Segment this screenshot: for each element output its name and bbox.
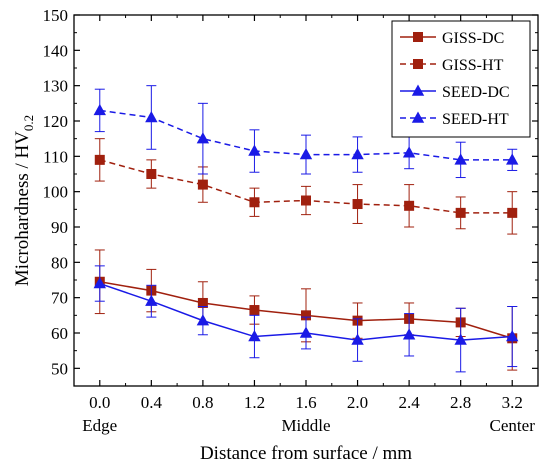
data-point-giss-ht (197, 179, 208, 190)
data-point-seed-ht (402, 146, 416, 158)
legend-label-seed-ht: SEED-HT (442, 111, 509, 128)
ticks: 50 60 70 80 90 100 110 120 130 140 150 0.0 0.4 0.8 1.2… (43, 6, 539, 435)
legend-marker-giss-dc (413, 32, 423, 42)
data-point-seed-ht (506, 153, 519, 165)
legend-item-seed-dc: SEED-DC (400, 84, 510, 101)
data-point-seed-dc (454, 333, 467, 345)
y-axis-title: Microhardness / HV0.2 (12, 115, 36, 286)
y-tick-label: 70 (51, 289, 68, 308)
series-giss-ht (94, 138, 518, 235)
x-tick-label: 0.4 (141, 393, 163, 412)
data-point-seed-dc (145, 294, 158, 306)
data-point-seed-dc (299, 326, 313, 338)
data-point-giss-dc (249, 305, 260, 316)
data-point-giss-ht (94, 154, 105, 165)
x-tick-label: 2.8 (450, 393, 471, 412)
series-giss-dc (94, 249, 518, 371)
region-label-middle: Middle (281, 416, 330, 435)
x-axis-title: Distance from surface / mm (200, 443, 412, 464)
x-tick-label: 3.2 (502, 393, 523, 412)
data-point-seed-dc (506, 330, 519, 342)
x-tick-label: 1.6 (295, 393, 316, 412)
region-label-center: Center (490, 416, 536, 435)
y-tick-label: 90 (51, 218, 68, 237)
data-point-giss-ht (301, 195, 311, 206)
data-point-giss-ht (352, 199, 363, 210)
legend-item-giss-dc: GISS-DC (400, 30, 504, 47)
y-tick-label: 150 (43, 6, 69, 25)
data-point-seed-dc (93, 277, 106, 289)
region-label-edge: Edge (82, 416, 117, 435)
data-point-giss-dc (301, 310, 311, 321)
legend-label-seed-dc: SEED-DC (442, 84, 510, 101)
legend-item-seed-ht: SEED-HT (400, 111, 509, 128)
y-axis-title-subscript: 0.2 (21, 115, 36, 131)
y-tick-label: 60 (51, 324, 68, 343)
data-point-giss-ht (146, 169, 157, 179)
legend-label-giss-dc: GISS-DC (442, 30, 504, 47)
legend-marker-giss-ht (413, 59, 423, 69)
legend-item-giss-ht: GISS-HT (400, 57, 504, 74)
y-tick-label: 50 (51, 359, 68, 378)
data-point-giss-ht (249, 197, 260, 208)
data-point-seed-dc (196, 314, 210, 326)
y-axis-title-main: Microhardness / HV (12, 131, 33, 286)
x-tick-label: 1.2 (244, 393, 265, 412)
x-tick-label: 2.4 (398, 393, 420, 412)
data-point-seed-dc (248, 330, 261, 342)
data-point-seed-ht (93, 103, 106, 116)
data-point-giss-ht (455, 207, 466, 218)
data-point-seed-dc (351, 333, 364, 345)
x-tick-label: 0.0 (89, 393, 110, 412)
series-seed-dc (93, 265, 519, 373)
x-tick-label: 2.0 (347, 393, 368, 412)
data-point-seed-ht (351, 148, 364, 160)
series-seed-ht (93, 85, 519, 179)
data-point-seed-ht (248, 144, 261, 156)
data-point-seed-ht (299, 148, 313, 160)
data-point-giss-dc (197, 297, 208, 308)
y-tick-label: 120 (43, 112, 69, 131)
data-point-seed-dc (402, 328, 416, 340)
legend-marker-seed-dc (411, 84, 425, 96)
y-tick-label: 110 (43, 147, 68, 166)
data-point-seed-ht (196, 132, 210, 144)
legend-label-giss-ht: GISS-HT (442, 57, 504, 74)
data-point-seed-ht (454, 153, 467, 165)
legend-marker-seed-ht (411, 111, 425, 123)
data-point-giss-ht (507, 207, 518, 218)
legend: GISS-DC GISS-HT SEED-DC SEED-HT (391, 20, 531, 138)
y-tick-label: 140 (43, 41, 69, 60)
y-tick-label: 80 (51, 253, 68, 272)
x-tick-label: 0.8 (192, 393, 213, 412)
data-point-seed-ht (145, 110, 158, 123)
y-tick-label: 130 (43, 77, 69, 96)
y-tick-label: 100 (43, 183, 69, 202)
axis-labels: Distance from surface / mm Microhardness… (12, 115, 412, 464)
data-point-giss-ht (404, 200, 415, 211)
series-layer (93, 85, 519, 373)
